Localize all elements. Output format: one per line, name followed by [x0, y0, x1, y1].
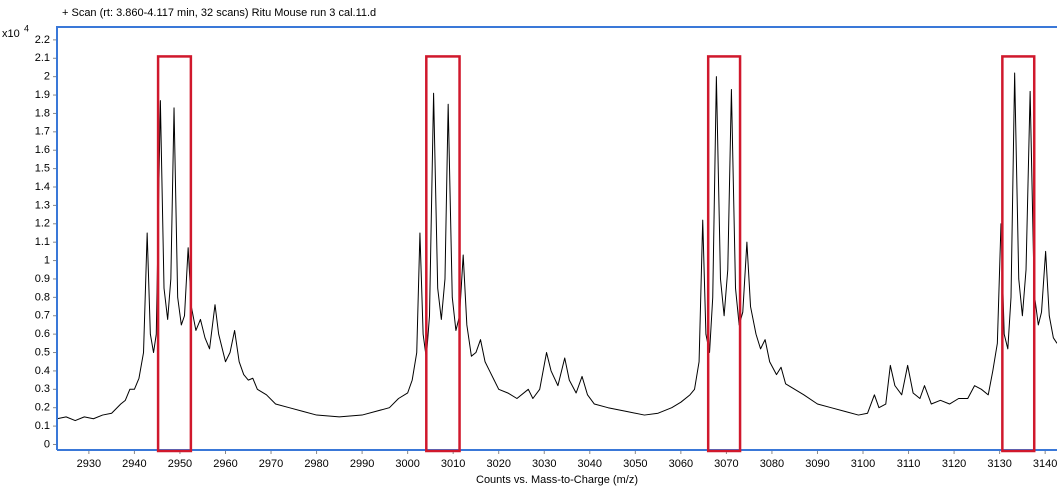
y-tick-label: 0.2: [35, 402, 50, 414]
x-tick-label: 3090: [805, 458, 829, 470]
y-tick-label: 2.1: [35, 52, 50, 64]
x-tick-label: 2930: [77, 458, 101, 470]
y-tick-label: 0.3: [35, 383, 50, 395]
highlight-box: [425, 55, 461, 453]
x-tick-label: 3050: [623, 458, 647, 470]
y-tick-label: 0.4: [35, 365, 50, 377]
x-tick-label: 3100: [851, 458, 875, 470]
y-tick-label: 1.5: [35, 163, 50, 175]
y-tick-label: 1: [44, 254, 50, 266]
y-tick-label: 1.3: [35, 199, 50, 211]
y-tick-label: 0.1: [35, 420, 50, 432]
x-tick-label: 3060: [669, 458, 693, 470]
x-tick-label: 3120: [942, 458, 966, 470]
x-tick-label: 3010: [441, 458, 465, 470]
x-tick-label: 2980: [304, 458, 328, 470]
x-tick-label: 3000: [395, 458, 419, 470]
x-tick-label: 3140: [1033, 458, 1057, 470]
y-tick-label: 1.1: [35, 236, 50, 248]
x-tick-label: 2940: [122, 458, 146, 470]
x-tick-label: 3080: [760, 458, 784, 470]
x-tick-label: 2970: [259, 458, 283, 470]
y-tick-label: 1.6: [35, 144, 50, 156]
x-tick-label: 3110: [897, 458, 921, 470]
x-tick-label: 2990: [350, 458, 374, 470]
chart-title: + Scan (rt: 3.860-4.117 min, 32 scans) R…: [62, 7, 376, 19]
y-tick-label: 1.2: [35, 218, 50, 230]
x-tick-label: 3030: [532, 458, 556, 470]
plot-frame: [56, 26, 1057, 451]
x-tick-label: 2960: [213, 458, 237, 470]
x-tick-label: 3020: [486, 458, 510, 470]
y-tick-label: 1.7: [35, 126, 50, 138]
y-tick-label: 1.4: [35, 181, 50, 193]
x-tick-label: 3070: [714, 458, 738, 470]
x-tick-label: 2950: [168, 458, 192, 470]
y-tick-label: 2: [44, 71, 50, 83]
y-multiplier-exponent: 4: [24, 23, 29, 33]
x-tick-label: 3130: [987, 458, 1011, 470]
x-tick-label: 3040: [578, 458, 602, 470]
highlight-box: [1001, 55, 1036, 453]
y-tick-label: 0: [44, 438, 50, 450]
spectrum-line: [57, 72, 1057, 422]
y-tick-label: 0.6: [35, 328, 50, 340]
y-tick-label: 1.8: [35, 107, 50, 119]
highlight-box: [706, 55, 742, 453]
y-tick-label: 0.9: [35, 273, 50, 285]
x-axis-label: Counts vs. Mass-to-Charge (m/z): [476, 474, 638, 486]
y-tick-label: 0.5: [35, 346, 50, 358]
y-tick-label: 2.2: [35, 34, 50, 46]
highlight-box: [156, 55, 193, 453]
y-multiplier-base: x10: [2, 28, 20, 40]
y-tick-label: 0.8: [35, 291, 50, 303]
y-tick-label: 0.7: [35, 310, 50, 322]
y-tick-label: 1.9: [35, 89, 50, 101]
